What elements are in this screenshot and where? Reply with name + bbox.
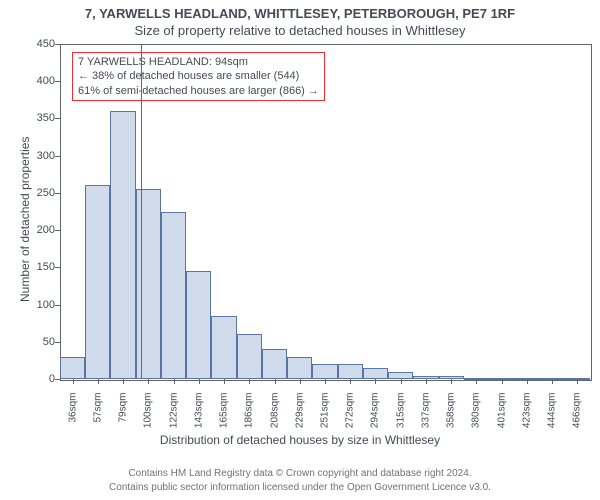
- bar: [363, 368, 388, 379]
- x-tick: [174, 379, 175, 384]
- x-tick: [275, 379, 276, 384]
- y-tick: [55, 118, 60, 119]
- x-tick-label: 143sqm: [193, 393, 204, 443]
- x-tick-label: 358sqm: [446, 393, 457, 443]
- x-tick-label: 208sqm: [269, 393, 280, 443]
- x-tick-label: 315sqm: [395, 393, 406, 443]
- x-tick: [350, 379, 351, 384]
- y-tick-label: 200: [25, 224, 55, 236]
- x-tick: [401, 379, 402, 384]
- x-tick-label: 186sqm: [244, 393, 255, 443]
- bar: [60, 357, 85, 379]
- x-tick: [451, 379, 452, 384]
- x-tick: [375, 379, 376, 384]
- x-tick-label: 251sqm: [320, 393, 331, 443]
- x-tick-label: 401sqm: [496, 393, 507, 443]
- x-tick-label: 294sqm: [370, 393, 381, 443]
- annotation-line1: 7 YARWELLS HEADLAND: 94sqm: [78, 55, 319, 69]
- y-tick: [55, 156, 60, 157]
- y-tick: [55, 81, 60, 82]
- bar: [338, 364, 363, 379]
- x-tick: [502, 379, 503, 384]
- x-tick-label: 466sqm: [572, 393, 583, 443]
- bar: [312, 364, 337, 379]
- x-tick: [426, 379, 427, 384]
- y-tick-label: 450: [25, 38, 55, 50]
- bar: [85, 185, 110, 379]
- y-tick-label: 400: [25, 75, 55, 87]
- y-tick: [55, 193, 60, 194]
- x-tick: [148, 379, 149, 384]
- x-tick: [552, 379, 553, 384]
- y-tick-label: 50: [25, 336, 55, 348]
- x-tick-label: 122sqm: [168, 393, 179, 443]
- y-tick: [55, 379, 60, 380]
- chart-container: 7, YARWELLS HEADLAND, WHITTLESEY, PETERB…: [0, 0, 600, 500]
- annotation-line3: 61% of semi-detached houses are larger (…: [78, 84, 319, 98]
- y-tick-label: 250: [25, 187, 55, 199]
- x-tick-label: 57sqm: [92, 393, 103, 443]
- bar: [262, 349, 287, 379]
- x-tick-label: 229sqm: [294, 393, 305, 443]
- x-tick: [476, 379, 477, 384]
- x-tick-label: 444sqm: [547, 393, 558, 443]
- bar: [287, 357, 312, 379]
- title-sub: Size of property relative to detached ho…: [0, 21, 600, 38]
- x-tick-label: 100sqm: [143, 393, 154, 443]
- x-tick-label: 337sqm: [420, 393, 431, 443]
- y-tick: [55, 44, 60, 45]
- x-tick: [98, 379, 99, 384]
- bar: [186, 271, 211, 379]
- bar: [388, 372, 413, 379]
- bar: [110, 111, 135, 379]
- y-tick-label: 100: [25, 299, 55, 311]
- footer-line2: Contains public sector information licen…: [0, 482, 600, 493]
- y-tick: [55, 267, 60, 268]
- y-tick: [55, 305, 60, 306]
- x-tick: [199, 379, 200, 384]
- x-tick-label: 380sqm: [471, 393, 482, 443]
- bar: [211, 316, 236, 379]
- y-tick-label: 300: [25, 150, 55, 162]
- bar: [237, 334, 262, 379]
- annotation-box: 7 YARWELLS HEADLAND: 94sqm ← 38% of deta…: [72, 52, 325, 101]
- x-tick-label: 423sqm: [521, 393, 532, 443]
- x-tick-label: 272sqm: [345, 393, 356, 443]
- annotation-line2: ← 38% of detached houses are smaller (54…: [78, 69, 319, 83]
- x-tick: [249, 379, 250, 384]
- title-main: 7, YARWELLS HEADLAND, WHITTLESEY, PETERB…: [0, 0, 600, 21]
- bar: [136, 189, 161, 379]
- x-tick-label: 79sqm: [118, 393, 129, 443]
- x-tick: [123, 379, 124, 384]
- x-tick: [325, 379, 326, 384]
- x-tick: [224, 379, 225, 384]
- x-tick: [300, 379, 301, 384]
- x-tick: [73, 379, 74, 384]
- y-tick: [55, 230, 60, 231]
- x-tick: [527, 379, 528, 384]
- y-tick-label: 350: [25, 112, 55, 124]
- footer-line1: Contains HM Land Registry data © Crown c…: [0, 468, 600, 479]
- x-tick-label: 165sqm: [219, 393, 230, 443]
- y-tick-label: 150: [25, 261, 55, 273]
- x-tick-label: 36sqm: [67, 393, 78, 443]
- x-tick: [577, 379, 578, 384]
- bar: [161, 212, 186, 380]
- marker-line: [141, 44, 142, 379]
- y-tick-label: 0: [25, 373, 55, 385]
- y-tick: [55, 342, 60, 343]
